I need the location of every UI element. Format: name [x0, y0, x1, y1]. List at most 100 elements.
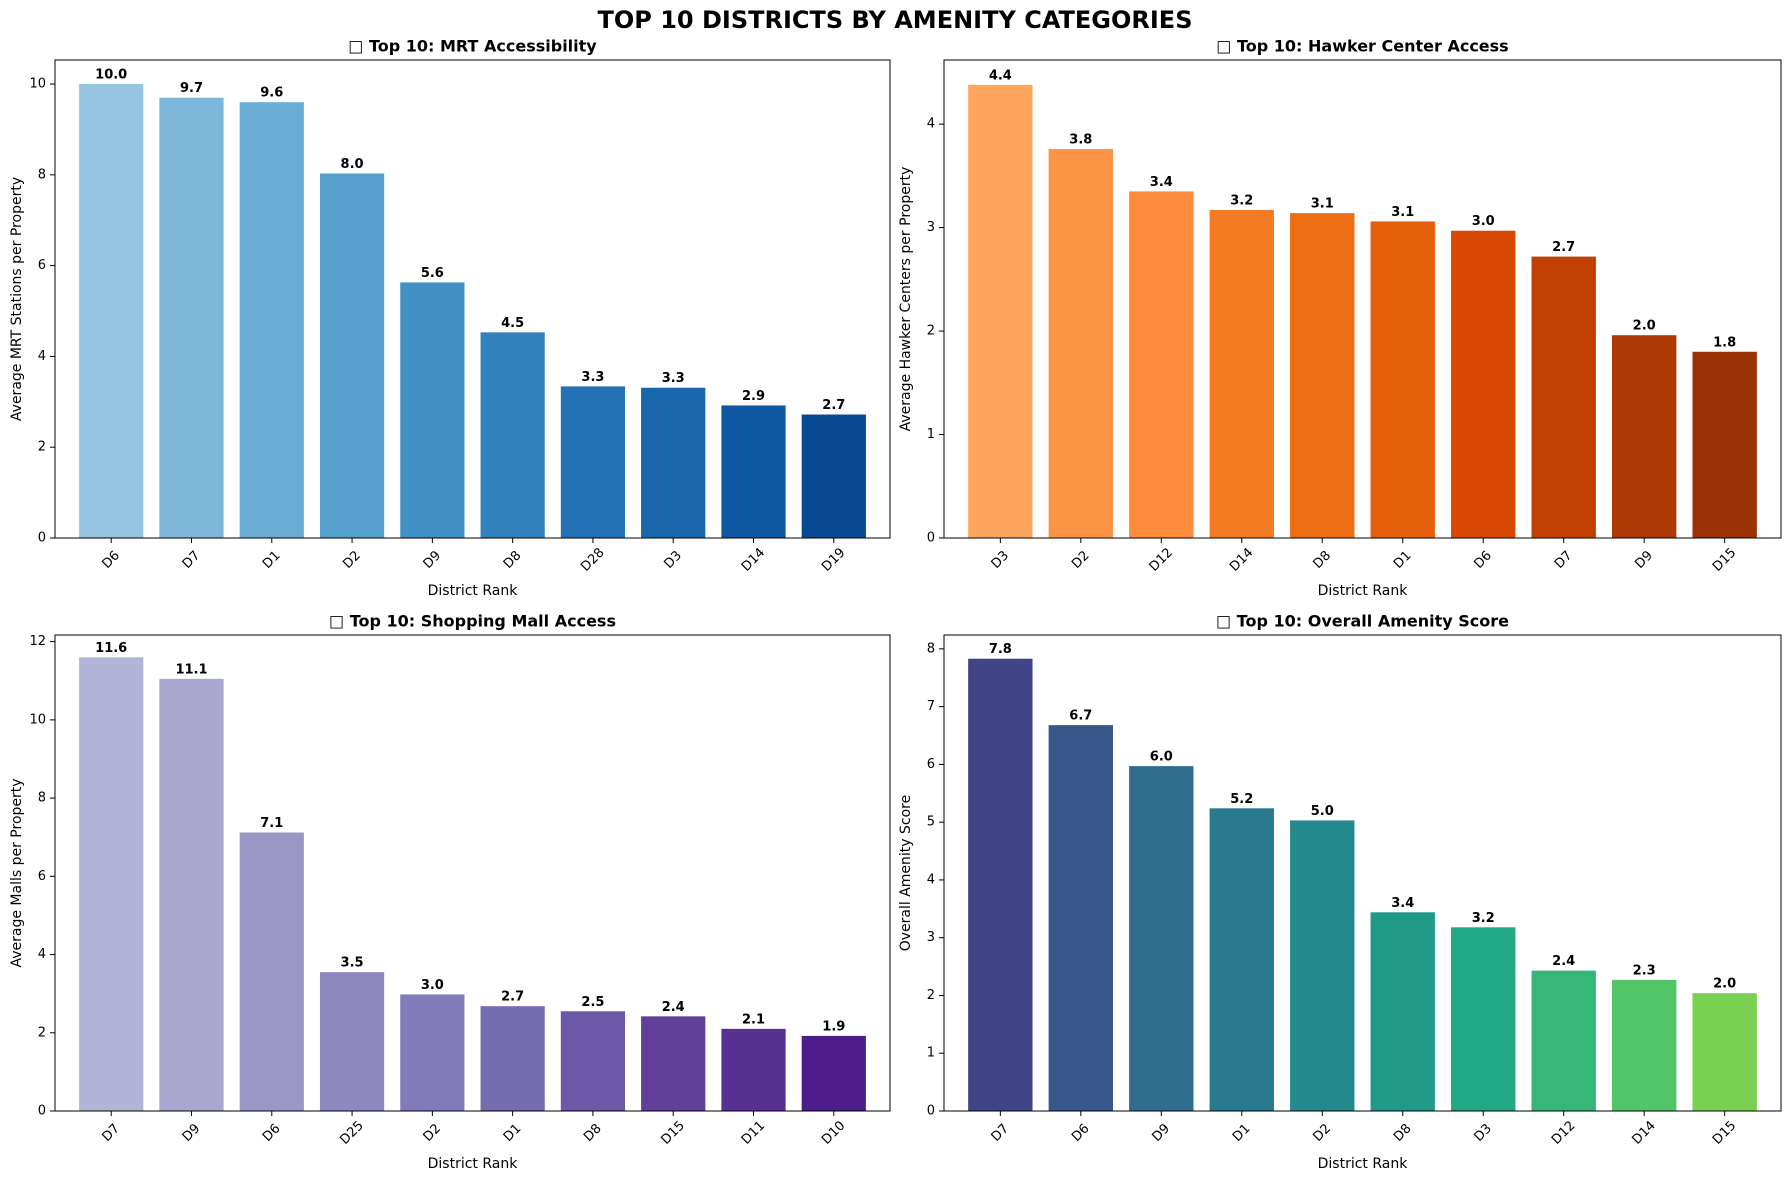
bar [1290, 213, 1355, 538]
value-label: 3.3 [662, 371, 685, 386]
x-tick-label: D25 [337, 1118, 366, 1147]
y-tick-label: 0 [927, 1104, 935, 1119]
x-tick-label: D14 [1227, 545, 1256, 574]
value-label: 9.7 [180, 81, 203, 96]
x-tick-label: D10 [819, 1118, 848, 1147]
y-tick-label: 1 [927, 1046, 935, 1061]
y-tick-label: 0 [38, 1104, 46, 1119]
x-tick-label: D9 [180, 1121, 204, 1145]
y-axis-title: Overall Amenity Score [898, 795, 914, 952]
y-tick-label: 2 [38, 1025, 46, 1040]
value-label: 2.9 [742, 389, 765, 404]
bar [480, 332, 545, 538]
value-label: 1.9 [822, 1019, 845, 1034]
x-tick-label: D15 [659, 1118, 688, 1147]
bar [1209, 808, 1274, 1111]
value-label: 2.5 [581, 995, 604, 1010]
x-axis-title: District Rank [428, 583, 519, 599]
x-tick-label: D1 [1391, 548, 1415, 572]
x-tick-label: D1 [501, 1121, 525, 1145]
x-tick-label: D28 [578, 545, 607, 574]
x-tick-label: D8 [581, 1121, 605, 1145]
subplot-title: □ Top 10: MRT Accessibility [348, 37, 597, 56]
bar [400, 994, 465, 1111]
subplot-title: □ Top 10: Shopping Mall Access [329, 612, 616, 631]
x-tick-label: D2 [1310, 1121, 1334, 1145]
x-tick-label: D9 [1150, 1121, 1174, 1145]
x-tick-label: D15 [1710, 1118, 1739, 1147]
value-label: 2.7 [1552, 240, 1575, 255]
x-tick-label: D12 [1147, 545, 1176, 574]
bar [1611, 979, 1677, 1111]
bar [721, 1028, 786, 1111]
bar [480, 1006, 545, 1111]
x-tick-label: D3 [989, 548, 1013, 572]
x-axis-title: District Rank [1318, 1156, 1409, 1172]
bar [1451, 230, 1516, 538]
y-tick-label: 4 [38, 349, 46, 364]
value-label: 3.0 [1472, 214, 1495, 229]
value-label: 6.0 [1150, 750, 1173, 765]
x-tick-label: D7 [180, 548, 204, 572]
y-tick-label: 2 [38, 440, 46, 455]
bar [560, 1011, 626, 1111]
subplot-title: □ Top 10: Overall Amenity Score [1216, 612, 1509, 631]
x-tick-label: D8 [1310, 548, 1334, 572]
x-tick-label: D8 [501, 548, 525, 572]
x-tick-label: D14 [1629, 1118, 1658, 1147]
value-label: 11.6 [95, 641, 127, 656]
bar [1370, 912, 1435, 1111]
bar [1531, 970, 1596, 1111]
subplot-title: □ Top 10: Hawker Center Access [1216, 37, 1508, 56]
y-axis-title: Average MRT Stations per Property [9, 177, 25, 421]
value-label: 7.8 [989, 642, 1012, 657]
value-label: 4.5 [501, 316, 524, 331]
value-label: 2.4 [662, 1000, 685, 1015]
x-tick-label: D2 [421, 1121, 445, 1145]
value-label: 1.8 [1713, 335, 1736, 350]
bar [968, 84, 1033, 538]
x-axis-title: District Rank [428, 1156, 519, 1172]
value-label: 3.3 [581, 370, 604, 385]
value-label: 9.6 [260, 86, 283, 101]
bar [79, 84, 144, 539]
x-tick-label: D6 [1069, 1121, 1093, 1145]
y-tick-label: 3 [927, 930, 935, 945]
bar [1451, 927, 1516, 1111]
y-tick-label: 2 [927, 988, 935, 1003]
bar [239, 102, 304, 538]
y-tick-label: 4 [927, 117, 935, 132]
y-tick-label: 0 [927, 531, 935, 546]
y-tick-label: 6 [38, 869, 46, 884]
figure-title: TOP 10 DISTRICTS BY AMENITY CATEGORIES [598, 6, 1193, 34]
bar [400, 282, 465, 538]
x-tick-label: D1 [260, 548, 284, 572]
x-tick-label: D7 [989, 1121, 1013, 1145]
x-tick-label: D9 [1632, 548, 1656, 572]
y-axis-title: Average Malls per Property [9, 778, 25, 967]
value-label: 10.0 [95, 68, 127, 83]
x-tick-label: D9 [421, 548, 445, 572]
value-label: 2.7 [501, 990, 524, 1005]
y-tick-label: 6 [927, 757, 935, 772]
bar [721, 405, 786, 538]
x-tick-label: D11 [739, 1118, 768, 1147]
y-tick-label: 7 [927, 699, 935, 714]
x-tick-label: D14 [739, 545, 768, 574]
x-tick-label: D7 [1552, 548, 1576, 572]
x-tick-label: D15 [1710, 545, 1739, 574]
y-tick-label: 10 [29, 77, 46, 92]
bar [79, 657, 144, 1111]
bar [1209, 210, 1274, 538]
bar [1048, 725, 1114, 1111]
bar [1129, 191, 1194, 539]
value-label: 2.3 [1633, 963, 1656, 978]
bar [968, 658, 1033, 1111]
value-label: 3.0 [421, 978, 444, 993]
value-label: 8.0 [341, 157, 364, 172]
x-tick-label: D6 [260, 1121, 284, 1145]
value-label: 7.1 [260, 816, 283, 831]
value-label: 2.1 [742, 1012, 765, 1027]
x-tick-label: D3 [1471, 1121, 1495, 1145]
value-label: 3.1 [1391, 205, 1414, 220]
